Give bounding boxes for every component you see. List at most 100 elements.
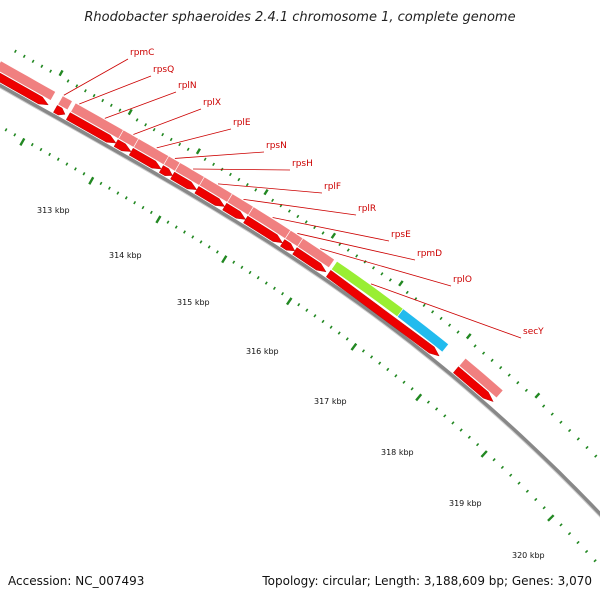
- tick-mark: [355, 254, 359, 258]
- tick-mark: [542, 404, 546, 408]
- tick-mark: [141, 205, 145, 210]
- tick-mark: [456, 330, 460, 334]
- tick-mark: [296, 214, 300, 219]
- tick-mark: [207, 245, 211, 249]
- gene-feature-13[interactable]: [396, 308, 450, 353]
- tick-mark: [305, 308, 309, 312]
- tick-mark: [473, 344, 477, 348]
- tick-mark: [66, 79, 70, 83]
- tick-mark: [287, 209, 291, 213]
- tick-mark: [135, 118, 139, 122]
- tick-mark: [509, 473, 513, 477]
- tick-mark: [443, 414, 447, 418]
- tick-mark: [133, 201, 137, 205]
- gene-arrow-14[interactable]: [453, 366, 494, 402]
- gene-arrow-3[interactable]: [113, 139, 132, 152]
- tick-mark: [465, 333, 472, 340]
- tick-marks: [4, 49, 598, 563]
- tick-mark: [576, 540, 580, 545]
- gene-arrow-10[interactable]: [280, 239, 296, 252]
- gene-label-rplN[interactable]: rplN: [178, 81, 197, 91]
- tick-mark: [107, 186, 111, 190]
- tick-mark: [99, 181, 103, 186]
- leader-line: [63, 58, 129, 96]
- gene-arrow-11[interactable]: [292, 247, 327, 273]
- gene-label-rpmC[interactable]: rpmC: [130, 48, 154, 58]
- gene-features: [0, 60, 504, 402]
- tick-mark: [321, 231, 325, 235]
- gene-arrow-0[interactable]: [0, 70, 49, 106]
- leader-line: [217, 183, 323, 194]
- gene-label-rpsQ[interactable]: rpsQ: [153, 65, 174, 75]
- tick-mark: [92, 93, 96, 98]
- kbp-label: 314 kbp: [109, 251, 142, 260]
- gene-label-rplE[interactable]: rplE: [233, 118, 251, 128]
- gene-label-rplF[interactable]: rplF: [324, 182, 341, 192]
- tick-mark: [19, 137, 26, 146]
- gene-feature-0[interactable]: [0, 60, 57, 101]
- tick-mark: [499, 366, 503, 370]
- gene-arrow-8[interactable]: [222, 202, 246, 220]
- gene-feature-14[interactable]: [458, 357, 504, 399]
- tick-mark: [434, 407, 439, 411]
- gene-arrow-5[interactable]: [158, 165, 173, 176]
- leader-line: [243, 198, 357, 216]
- tick-mark: [152, 128, 156, 132]
- tick-mark: [271, 198, 275, 203]
- tick-mark: [144, 123, 148, 127]
- tick-mark: [30, 142, 34, 147]
- tick-mark: [594, 454, 598, 458]
- tick-mark: [337, 331, 341, 335]
- gene-label-rpmD[interactable]: rpmD: [417, 249, 442, 259]
- tick-mark: [31, 59, 35, 63]
- tick-mark: [48, 152, 52, 157]
- gene-feature-1[interactable]: [57, 95, 73, 111]
- gene-feature-11[interactable]: [297, 237, 335, 269]
- tick-mark: [475, 442, 480, 447]
- tick-mark: [82, 172, 86, 176]
- tick-mark: [254, 188, 258, 192]
- gene-arrow-6[interactable]: [170, 171, 198, 191]
- tick-mark: [256, 276, 260, 280]
- tick-mark: [559, 523, 563, 527]
- gene-label-rplO[interactable]: rplO: [453, 275, 472, 285]
- tick-mark: [402, 380, 406, 384]
- gene-label-rplR[interactable]: rplR: [358, 204, 376, 214]
- gene-arrow-1[interactable]: [53, 105, 66, 116]
- tick-mark: [313, 225, 317, 230]
- tick-mark: [304, 220, 308, 224]
- kbp-labels: 313 kbp 314 kbp 315 kbp 316 kbp 317 kbp 318 k…: [37, 206, 545, 560]
- tick-mark: [127, 108, 133, 116]
- gene-arrow-2[interactable]: [65, 112, 117, 144]
- tick-mark: [212, 162, 216, 167]
- tick-mark: [116, 191, 120, 195]
- kbp-label: 313 kbp: [37, 206, 70, 215]
- tick-mark: [363, 260, 367, 264]
- tick-mark: [345, 337, 349, 341]
- tick-mark: [155, 215, 162, 224]
- gene-arrow-4[interactable]: [128, 147, 162, 170]
- gene-arrow-12[interactable]: [325, 269, 440, 357]
- tick-mark: [286, 297, 293, 306]
- gene-label-rplX[interactable]: rplX: [203, 98, 221, 108]
- tick-mark: [229, 172, 232, 177]
- tick-mark: [22, 54, 26, 59]
- kbp-label: 320 kbp: [512, 551, 545, 560]
- gene-label-rpsH[interactable]: rpsH: [292, 159, 313, 169]
- tick-mark: [39, 147, 43, 152]
- tick-mark: [507, 373, 511, 377]
- tick-mark: [245, 182, 249, 187]
- tick-mark: [297, 302, 301, 307]
- gene-label-secY[interactable]: secY: [523, 327, 544, 337]
- gene-label-rpsN[interactable]: rpsN: [266, 141, 287, 151]
- gene-labels: rpmC rpsQ rplN rplX rplE rpsN rpsH rplF rplR rpsE…: [130, 48, 544, 337]
- leader-line: [272, 217, 390, 242]
- gene-arrow-7[interactable]: [194, 186, 226, 207]
- tick-mark: [13, 133, 17, 137]
- tick-mark: [75, 84, 79, 88]
- tick-mark: [405, 290, 409, 295]
- gene-label-rpsE[interactable]: rpsE: [391, 230, 411, 240]
- tick-mark: [183, 230, 186, 234]
- gene-arrow-9[interactable]: [243, 215, 283, 244]
